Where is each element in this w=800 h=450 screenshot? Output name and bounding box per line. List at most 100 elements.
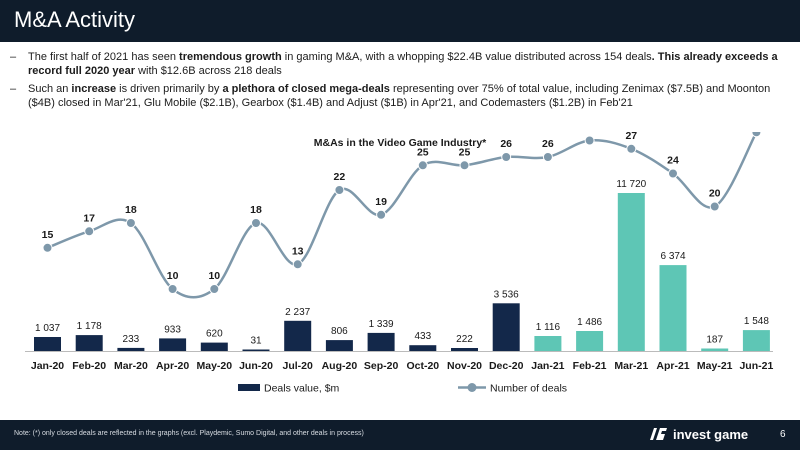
legend-bar-label: Deals value, $m xyxy=(264,383,340,395)
deals-count-point xyxy=(417,160,428,171)
bar xyxy=(284,320,312,351)
bar xyxy=(701,348,729,351)
deals-count-label: 20 xyxy=(709,188,721,200)
bar-value-label: 31 xyxy=(250,336,262,347)
deals-count-label: 10 xyxy=(208,270,220,282)
bar xyxy=(534,336,562,351)
bar-value-label: 2 237 xyxy=(285,307,310,318)
deals-count-label: 22 xyxy=(334,171,346,183)
bars-layer: 1 037 1 178 233 933 620 31 2 237 806 1 339 433 222… xyxy=(34,179,770,351)
bar-value-label: 1 339 xyxy=(369,319,394,330)
deals-count-label: 15 xyxy=(42,229,54,241)
deals-count-point xyxy=(125,218,136,228)
deals-count-point xyxy=(167,284,178,294)
deals-count-point xyxy=(668,168,678,179)
x-tick-label: May-21 xyxy=(697,360,733,372)
deals-count-label: 25 xyxy=(459,146,471,158)
x-tick-label: Jan-20 xyxy=(31,360,64,372)
bullet-bold-text: . This already exceeds a record full 202… xyxy=(28,51,778,77)
bar xyxy=(34,337,61,351)
footnote: Note: (*) only closed deals are reflecte… xyxy=(14,430,364,437)
bullet-bold-text: tremendous growth xyxy=(179,51,282,63)
x-tick-label: Jan-21 xyxy=(531,360,564,372)
deals-count-label: 25 xyxy=(417,146,429,158)
bullet-dash: – xyxy=(10,51,17,63)
deals-count-point xyxy=(209,284,220,294)
bar xyxy=(451,348,478,351)
deals-count-label: 26 xyxy=(500,138,512,150)
x-tick-label: Apr-20 xyxy=(156,360,189,372)
bar xyxy=(242,349,270,351)
legend-line-label: Number of deals xyxy=(490,383,567,395)
chart-legend: Deals value, $m Number of deals xyxy=(238,383,567,395)
chart-title: M&As in the Video Game Industry* xyxy=(314,137,487,149)
deals-count-point xyxy=(334,185,345,195)
brand-logo-icon xyxy=(650,428,667,440)
x-tick-label: Jul-20 xyxy=(283,360,314,372)
bar xyxy=(659,265,687,351)
x-tick-label: May-20 xyxy=(196,360,232,372)
deals-count-point xyxy=(501,152,512,162)
deals-count-point xyxy=(376,209,387,220)
bar xyxy=(117,347,145,351)
deals-count-label: 19 xyxy=(375,196,387,208)
bar-value-label: 806 xyxy=(331,326,348,337)
footer-bar: Note: (*) only closed deals are reflecte… xyxy=(0,420,800,450)
brand-logo: invest game xyxy=(648,426,748,442)
legend-bar-swatch xyxy=(238,384,260,391)
bar xyxy=(200,342,228,351)
deals-count-label: 24 xyxy=(667,155,679,167)
bar xyxy=(617,193,645,351)
x-tick-label: Oct-20 xyxy=(406,360,439,372)
bar-value-label: 222 xyxy=(456,334,473,345)
bullet-bold-text: a plethora of closed mega-deals xyxy=(222,83,390,95)
deals-count-label: 17 xyxy=(83,212,95,224)
bullet-text: with $12.6B across 218 deals xyxy=(135,65,282,77)
deals-count-label: 18 xyxy=(250,204,262,216)
bar xyxy=(409,345,437,351)
bullet-item-1: – The first half of 2021 has seen tremend… xyxy=(10,50,790,78)
x-tick-label: Jun-20 xyxy=(239,360,273,372)
bar xyxy=(576,331,604,351)
page-title: M&A Activity xyxy=(14,7,136,32)
deals-count-point xyxy=(459,160,470,171)
deals-count-label: 18 xyxy=(125,204,137,216)
bar xyxy=(742,330,770,351)
x-tick-label: Dec-20 xyxy=(489,360,524,372)
deals-count-point xyxy=(542,152,553,162)
x-tick-label: Mar-21 xyxy=(614,360,648,372)
bullet-dash: – xyxy=(10,83,17,95)
bar-value-label: 433 xyxy=(414,331,431,342)
bar-value-label: 620 xyxy=(206,329,223,340)
deals-chart: M&As in the Video Game Industry* 1 037 1 … xyxy=(25,132,773,395)
bullet-text: representing over 75% of total value, in… xyxy=(28,83,771,109)
deals-count-line xyxy=(47,132,758,299)
deals-count-label: 10 xyxy=(167,270,179,282)
bullet-text: is driven primarily by xyxy=(116,83,223,95)
bar xyxy=(367,332,395,351)
x-tick-label: Mar-20 xyxy=(114,360,148,372)
bullet-bold-text: increase xyxy=(71,83,117,95)
bullet-item-2: – Such an increase is driven primarily by… xyxy=(10,82,790,110)
bar-value-label: 1 548 xyxy=(744,316,769,327)
x-tick-label: Feb-21 xyxy=(573,360,607,372)
deals-count-point xyxy=(584,135,595,146)
x-tick-label: Feb-20 xyxy=(72,360,106,372)
legend-line-marker xyxy=(467,383,477,392)
deals-count-label: 13 xyxy=(292,245,304,257)
deals-count-point xyxy=(751,132,762,138)
header-bar: M&A Activity xyxy=(0,0,800,42)
bar xyxy=(75,335,103,351)
bar xyxy=(325,340,353,351)
deals-count-point xyxy=(251,218,261,228)
bar-value-label: 1 178 xyxy=(77,321,102,332)
deals-count-label: 27 xyxy=(625,132,637,142)
bar-value-label: 233 xyxy=(123,334,140,345)
x-tick-label: Sep-20 xyxy=(364,360,399,372)
bar-value-label: 1 116 xyxy=(536,322,561,333)
bullet-text: in gaming M&A, with a whopping $22.4B va… xyxy=(281,51,652,63)
footnote-text: : (*) only closed deals are reflected in… xyxy=(28,430,364,437)
deals-count-point xyxy=(292,259,303,270)
bar xyxy=(159,338,187,351)
page-number: 6 xyxy=(780,429,786,440)
